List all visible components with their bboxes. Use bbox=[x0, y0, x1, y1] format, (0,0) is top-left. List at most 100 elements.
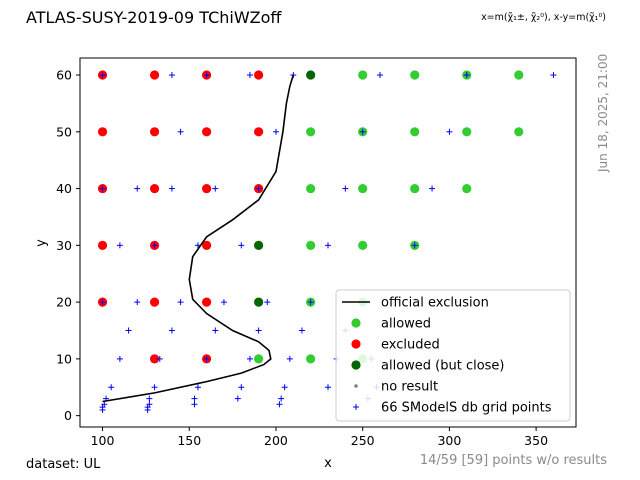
y-tick-label: 50 bbox=[56, 124, 72, 139]
grid-point bbox=[550, 72, 557, 79]
excluded-point bbox=[149, 297, 160, 307]
grid-point bbox=[144, 406, 151, 413]
grid-point bbox=[325, 384, 331, 391]
grid-point bbox=[168, 72, 175, 79]
allowed-point bbox=[410, 70, 420, 80]
grid-point bbox=[151, 384, 158, 391]
data-markers bbox=[97, 70, 557, 413]
points-info-label: 14/59 [59] points w/o results bbox=[419, 453, 607, 468]
allowed-point bbox=[306, 127, 316, 137]
x-axis-label: x bbox=[324, 456, 332, 471]
grid-point bbox=[108, 384, 115, 391]
allowed-point bbox=[514, 70, 524, 80]
grid-point bbox=[99, 299, 106, 306]
y-tick-label: 60 bbox=[56, 68, 72, 83]
grid-point bbox=[116, 242, 123, 249]
grid-point bbox=[411, 242, 418, 249]
allowed-point bbox=[462, 183, 472, 194]
x-tick-label: 100 bbox=[91, 433, 115, 448]
grid-point bbox=[168, 327, 175, 334]
x-tick-label: 300 bbox=[437, 433, 461, 448]
x-tick-label: 150 bbox=[177, 433, 201, 448]
dataset-label: dataset: UL bbox=[26, 457, 101, 472]
grid-point bbox=[99, 406, 106, 413]
y-tick-label: 30 bbox=[56, 238, 72, 253]
official-exclusion-line bbox=[102, 74, 295, 403]
grid-point bbox=[238, 242, 245, 249]
legend-dot-swatch bbox=[354, 384, 358, 388]
grid-point bbox=[203, 355, 210, 362]
excluded-point bbox=[149, 354, 160, 364]
grid-point bbox=[278, 395, 285, 402]
grid-point bbox=[342, 185, 349, 192]
allowed-point bbox=[358, 70, 368, 80]
grid-point bbox=[272, 128, 279, 135]
allowed-point bbox=[358, 240, 368, 250]
allowed-point bbox=[306, 183, 316, 194]
grid-point bbox=[307, 299, 314, 306]
grid-point bbox=[168, 185, 175, 192]
y-axis-label: y bbox=[34, 239, 49, 247]
grid-point bbox=[264, 299, 271, 306]
allowed-point bbox=[358, 183, 368, 194]
legend-label: excluded bbox=[381, 338, 440, 353]
x-tick-label: 250 bbox=[351, 433, 375, 448]
legend-label: allowed bbox=[381, 317, 431, 332]
grid-point bbox=[429, 185, 436, 192]
grid-point bbox=[281, 384, 288, 391]
excluded-point bbox=[149, 127, 160, 137]
grid-point bbox=[146, 395, 153, 402]
grid-point bbox=[220, 299, 227, 306]
grid-point bbox=[234, 395, 241, 402]
legend-box bbox=[335, 289, 571, 422]
grid-point bbox=[246, 72, 253, 79]
plot-frame bbox=[79, 57, 577, 428]
excluded-point bbox=[254, 127, 264, 137]
grid-point bbox=[134, 185, 141, 192]
grid-point bbox=[212, 185, 219, 192]
chart-title: ATLAS-SUSY-2019-09 TChiWZoff bbox=[26, 8, 282, 27]
legend-label: no result bbox=[381, 380, 438, 395]
grid-point bbox=[99, 72, 106, 79]
grid-point bbox=[359, 128, 366, 135]
legend: official exclusion allowed excluded allowed… bbox=[335, 289, 571, 422]
grid-point bbox=[255, 185, 262, 192]
x-tick-label: 350 bbox=[524, 433, 548, 448]
excluded-point bbox=[202, 127, 212, 137]
grid-point bbox=[191, 395, 198, 402]
grid-point bbox=[134, 299, 141, 306]
legend-circle-swatch bbox=[351, 318, 361, 328]
grid-point bbox=[99, 185, 106, 192]
grid-point bbox=[377, 72, 384, 79]
grid-point bbox=[286, 355, 293, 362]
allowed-point bbox=[462, 127, 472, 137]
grid-point bbox=[246, 355, 253, 362]
grid-point bbox=[191, 401, 198, 408]
grid-point bbox=[177, 299, 184, 306]
legend-plus-swatch bbox=[353, 404, 359, 410]
legend-circle-swatch bbox=[351, 360, 361, 370]
excluded-point bbox=[149, 183, 160, 194]
allowed-close-point bbox=[306, 70, 316, 80]
allowed-point bbox=[514, 127, 524, 137]
allowed-point bbox=[306, 240, 316, 250]
legend-label: official exclusion bbox=[381, 296, 489, 311]
excluded-point bbox=[149, 70, 160, 80]
x-tick-label: 200 bbox=[264, 433, 288, 448]
grid-point bbox=[203, 72, 210, 79]
grid-point bbox=[238, 384, 245, 391]
grid-point bbox=[255, 327, 262, 334]
y-tick-label: 10 bbox=[56, 351, 72, 366]
grid-point bbox=[276, 401, 283, 408]
excluded-point bbox=[97, 127, 108, 137]
allowed-point bbox=[410, 127, 420, 137]
y-tick-label: 0 bbox=[64, 408, 72, 423]
excluded-point bbox=[254, 70, 264, 80]
axis-ticks: 100 150 200 250 300 350 0 10 20 30 40 50 60 bbox=[56, 68, 548, 448]
excluded-point bbox=[202, 183, 212, 194]
allowed-close-point bbox=[254, 240, 264, 250]
grid-point bbox=[212, 327, 219, 334]
grid-point bbox=[177, 128, 184, 135]
grid-point bbox=[194, 384, 201, 391]
